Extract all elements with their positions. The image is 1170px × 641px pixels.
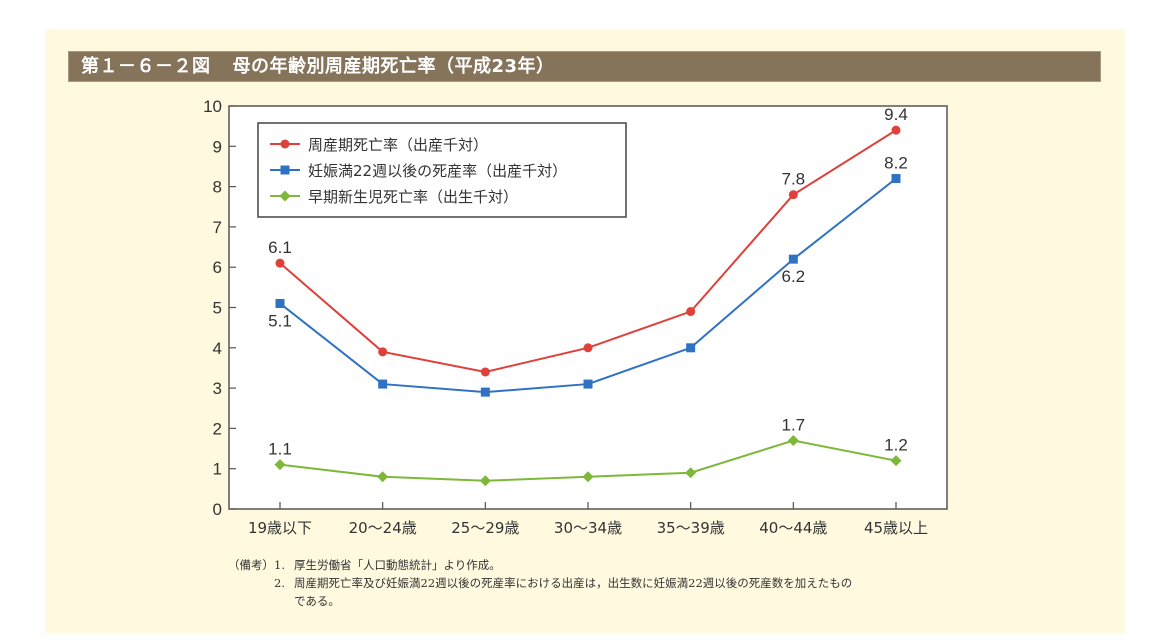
x-tick-label: 45歳以上 xyxy=(864,519,928,537)
x-tick-label: 19歳以下 xyxy=(248,519,312,537)
data-point xyxy=(274,459,286,471)
notes: （備考） 1. 厚生労働省「人口動態統計」より作成。 2. 周産期死亡率及び妊娠… xyxy=(228,556,994,610)
note-row-2: 2. 周産期死亡率及び妊娠満22週以後の死産率における出産は，出生数に妊娠満22… xyxy=(228,574,994,610)
data-point xyxy=(891,125,901,135)
data-point xyxy=(480,367,490,377)
x-tick-label: 20～24歳 xyxy=(349,519,417,537)
figure-title-bar: 第１－６－２図 母の年齢別周産期死亡率（平成23年） xyxy=(68,51,1101,82)
y-tick-label: 1 xyxy=(213,460,222,479)
note-text: 厚生労働省「人口動態統計」より作成。 xyxy=(294,558,501,572)
data-point xyxy=(583,343,593,353)
y-tick-label: 0 xyxy=(213,500,222,519)
data-point xyxy=(480,387,490,397)
data-point xyxy=(890,455,902,467)
legend-marker xyxy=(280,165,290,175)
data-point xyxy=(582,471,594,483)
y-tick-label: 4 xyxy=(213,339,222,358)
legend-item: 妊娠満22週以後の死産率（出産千対） xyxy=(270,162,567,180)
data-point xyxy=(378,347,388,357)
data-label: 1.7 xyxy=(782,415,806,434)
data-label: 1.1 xyxy=(268,440,292,459)
data-point xyxy=(479,475,491,487)
x-tick-label: 35～39歳 xyxy=(657,519,725,537)
note-row-1: （備考） 1. 厚生労働省「人口動態統計」より作成。 xyxy=(228,556,994,574)
data-point xyxy=(788,190,798,200)
data-label: 6.2 xyxy=(782,267,806,286)
data-point xyxy=(685,467,697,479)
data-point xyxy=(377,471,389,483)
data-point xyxy=(787,434,799,446)
notes-label: （備考） xyxy=(228,558,274,572)
data-label: 9.4 xyxy=(884,105,908,124)
y-tick-label: 2 xyxy=(213,419,222,438)
data-label: 1.2 xyxy=(884,436,908,455)
series-2: 5.1 6.2 8.2 xyxy=(268,154,908,397)
data-point xyxy=(686,343,696,353)
data-point xyxy=(686,307,696,317)
data-label: 6.1 xyxy=(268,238,292,257)
note-text: 周産期死亡率及び妊娠満22週以後の死産率における出産は，出生数に妊娠満22週以後… xyxy=(294,576,853,608)
x-tick-label: 40～44歳 xyxy=(759,519,827,537)
data-label: 7.8 xyxy=(782,170,806,189)
data-point xyxy=(583,379,593,389)
y-tick-label: 5 xyxy=(213,299,222,318)
legend-item: 早期新生児死亡率（出生千対） xyxy=(270,188,518,206)
figure-number: 第１－６－２図 xyxy=(81,56,211,77)
y-tick-label: 10 xyxy=(203,97,222,116)
data-point xyxy=(275,298,285,308)
legend-label: 周産期死亡率（出産千対） xyxy=(308,136,488,154)
x-tick-label: 30～34歳 xyxy=(554,519,622,537)
series-1: 6.1 7.8 9.4 xyxy=(268,105,908,377)
x-tick-label: 25～29歳 xyxy=(451,519,519,537)
note-number: 2. xyxy=(274,576,285,590)
legend-marker xyxy=(279,190,291,202)
y-tick-label: 9 xyxy=(213,137,222,156)
data-point xyxy=(275,258,285,268)
figure-title: 母の年齢別周産期死亡率（平成23年） xyxy=(232,56,555,77)
y-tick-label: 8 xyxy=(213,178,222,197)
y-tick-label: 3 xyxy=(213,379,222,398)
y-tick-label: 6 xyxy=(213,258,222,277)
series-3: 1.1 1.7 1.2 xyxy=(268,415,908,487)
legend-marker xyxy=(280,139,290,149)
note-number: 1. xyxy=(274,558,285,572)
y-tick-label: 7 xyxy=(213,218,222,237)
legend-box xyxy=(257,122,627,218)
legend-label: 妊娠満22週以後の死産率（出産千対） xyxy=(308,162,567,180)
data-point xyxy=(378,379,388,389)
data-label: 5.1 xyxy=(268,311,292,330)
legend-item: 周産期死亡率（出産千対） xyxy=(270,136,488,154)
legend-label: 早期新生児死亡率（出生千対） xyxy=(308,188,518,206)
data-label: 8.2 xyxy=(884,154,908,173)
data-point xyxy=(891,174,901,184)
data-point xyxy=(788,254,798,264)
